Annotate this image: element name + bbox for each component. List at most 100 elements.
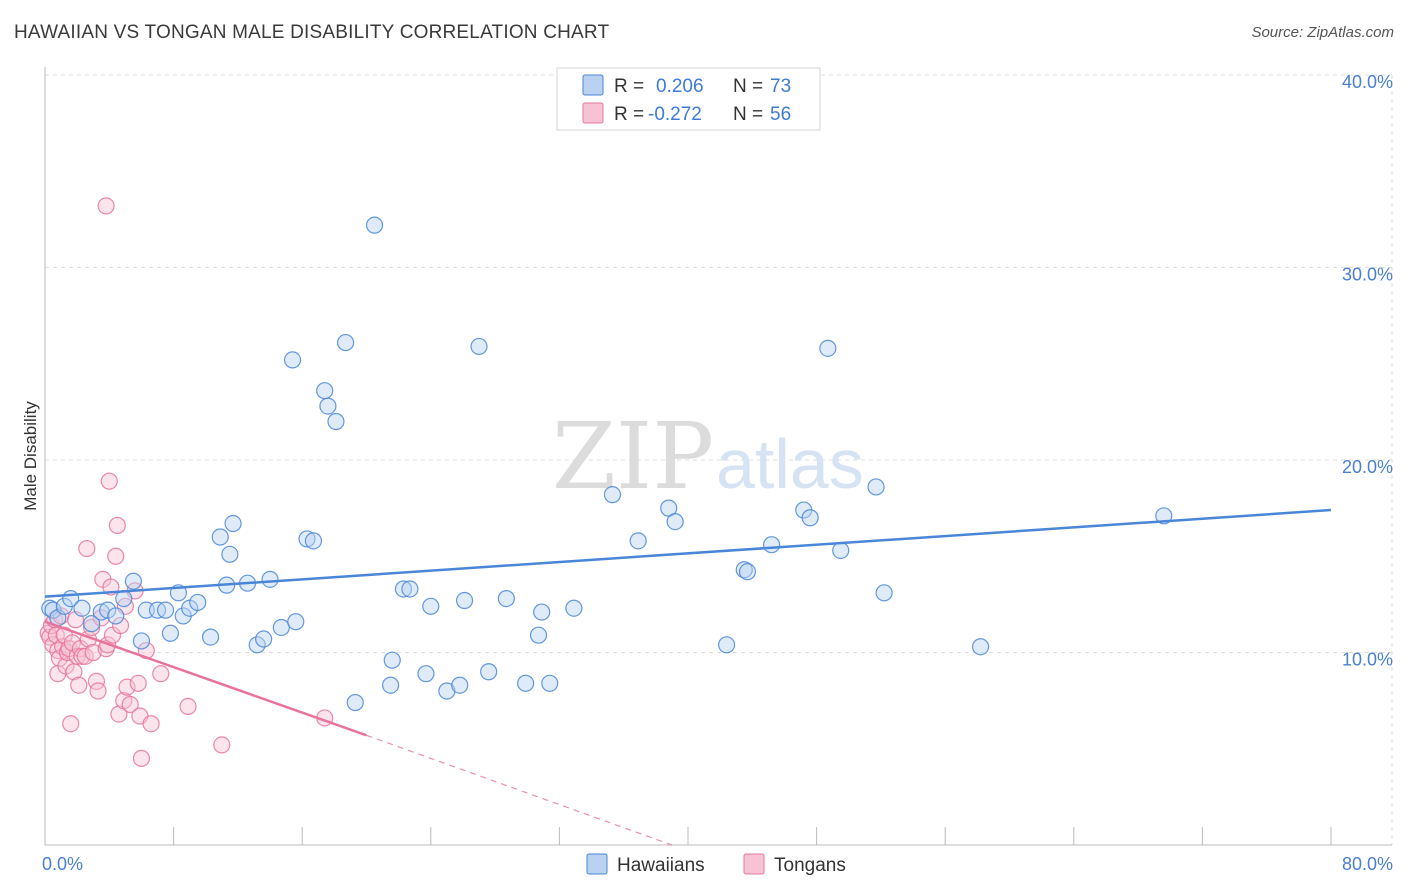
tongans-n-label: N = — [733, 104, 763, 125]
hawaiians-point — [480, 663, 498, 681]
hawaiians-point — [201, 628, 220, 646]
hawaiians-r-label: R = — [614, 76, 644, 97]
hawaiians-point — [383, 651, 401, 669]
hawaiians-point — [666, 512, 684, 531]
hawaiians-point — [819, 339, 837, 357]
hawaiians-point — [283, 351, 302, 369]
axes — [44, 67, 1392, 846]
hawaiians-point — [224, 514, 242, 533]
y-tick-label: 10.0% — [1342, 650, 1393, 670]
hawaiians-point — [365, 216, 384, 234]
hawaiians-point — [327, 412, 345, 431]
hawaiians-point — [107, 607, 125, 625]
tongans-point — [142, 715, 160, 733]
hawaiians-point — [132, 632, 151, 650]
hawaiians-point — [189, 593, 207, 612]
tongans-r-label: R = — [614, 104, 644, 125]
watermark: ZIP atlas — [552, 403, 864, 510]
tongans-point — [78, 539, 96, 558]
hawaiians-point — [211, 528, 229, 546]
hawaiians-point — [971, 638, 990, 656]
grid-lines — [45, 74, 1393, 845]
hawaiians-point — [738, 563, 757, 581]
hawaiians-n-value: 73 — [770, 76, 791, 97]
tongans-point — [152, 665, 170, 683]
tongans-n-value: 56 — [770, 104, 791, 125]
legend-hawaiians-swatch — [586, 853, 608, 875]
hawaiians-point — [394, 580, 413, 598]
hawaiians-point — [470, 337, 488, 356]
hawaiians-point — [401, 580, 419, 598]
hawaiians-r-value: 0.206 — [656, 76, 704, 97]
hawaiians-point — [115, 589, 133, 608]
tongans-point — [108, 516, 126, 535]
hawaiians-point — [875, 584, 893, 602]
tongans-point — [179, 697, 197, 716]
hawaiians-point — [717, 636, 736, 654]
hawaiians-point — [832, 541, 850, 560]
tongans-point — [89, 682, 107, 700]
hawaiians-point — [73, 599, 91, 617]
hawaiians-point — [248, 636, 266, 654]
hawaiians-point — [517, 674, 535, 692]
hawaiians-point — [603, 486, 622, 504]
hawaiians-points — [41, 216, 1173, 712]
tongans-point — [70, 676, 88, 694]
x-tick-label: 0.0% — [42, 854, 83, 874]
hawaiians-point — [762, 536, 781, 554]
hawaiians-point — [565, 599, 583, 617]
y-axis-title: Male Disability — [21, 401, 40, 511]
hawaiians-point — [255, 630, 273, 648]
legend-hawaiians-label: Hawaiians — [617, 855, 705, 876]
hawaiians-point — [867, 478, 885, 496]
x-tick-label: 80.0% — [1342, 854, 1393, 874]
hawaiians-point — [533, 603, 551, 621]
hawaiians-point — [541, 674, 559, 692]
trend-lines — [44, 508, 1332, 846]
watermark-atlas: atlas — [716, 425, 864, 503]
tongans-point — [132, 749, 151, 767]
watermark-zip: ZIP — [552, 403, 714, 510]
y-tick-label: 30.0% — [1342, 265, 1393, 285]
y-tick-labels: 10.0% 20.0% 30.0% 40.0% — [1342, 72, 1393, 670]
tongans-point — [213, 736, 231, 754]
hawaiians-point — [156, 601, 175, 619]
hawaiians-point — [319, 397, 337, 415]
tongans-point — [97, 197, 115, 215]
x-tick-labels: 0.0% 80.0% — [42, 854, 1393, 874]
hawaiians-point — [124, 572, 143, 590]
tongans-points — [39, 197, 334, 767]
hawaiians-point — [161, 624, 179, 642]
y-tick-label: 40.0% — [1342, 72, 1393, 92]
hawaiians-point — [455, 591, 474, 610]
tongans-point — [121, 695, 139, 714]
hawaiians-point — [529, 626, 548, 644]
hawaiians-point — [346, 693, 364, 712]
hawaiians-point — [272, 618, 290, 637]
hawaiians-point — [261, 570, 279, 588]
tongans-point — [107, 547, 125, 565]
tongans-swatch — [582, 102, 604, 124]
hawaiians-point — [298, 530, 316, 548]
hawaiians-n-label: N = — [733, 76, 763, 97]
hawaiians-point — [451, 676, 469, 694]
y-tick-label: 20.0% — [1342, 457, 1393, 477]
tongans-trend-extension — [366, 734, 673, 846]
tongans-point — [110, 705, 128, 723]
legend-tongans-swatch — [743, 853, 765, 875]
hawaiians-point — [221, 545, 239, 563]
hawaiians-point — [629, 532, 647, 550]
tongans-trend-line — [44, 620, 367, 737]
hawaiians-point — [83, 615, 101, 633]
hawaiians-point — [337, 333, 355, 352]
hawaiians-point — [382, 676, 400, 694]
series-legend: Hawaiians Tongans — [586, 853, 846, 876]
tongans-point — [76, 647, 94, 665]
tongans-point — [62, 715, 80, 733]
source-label: Source: ZipAtlas.com — [1251, 24, 1394, 41]
hawaiians-point — [422, 597, 440, 615]
hawaiians-point — [316, 382, 334, 400]
hawaiians-point — [304, 532, 323, 550]
tongans-point — [84, 643, 102, 662]
